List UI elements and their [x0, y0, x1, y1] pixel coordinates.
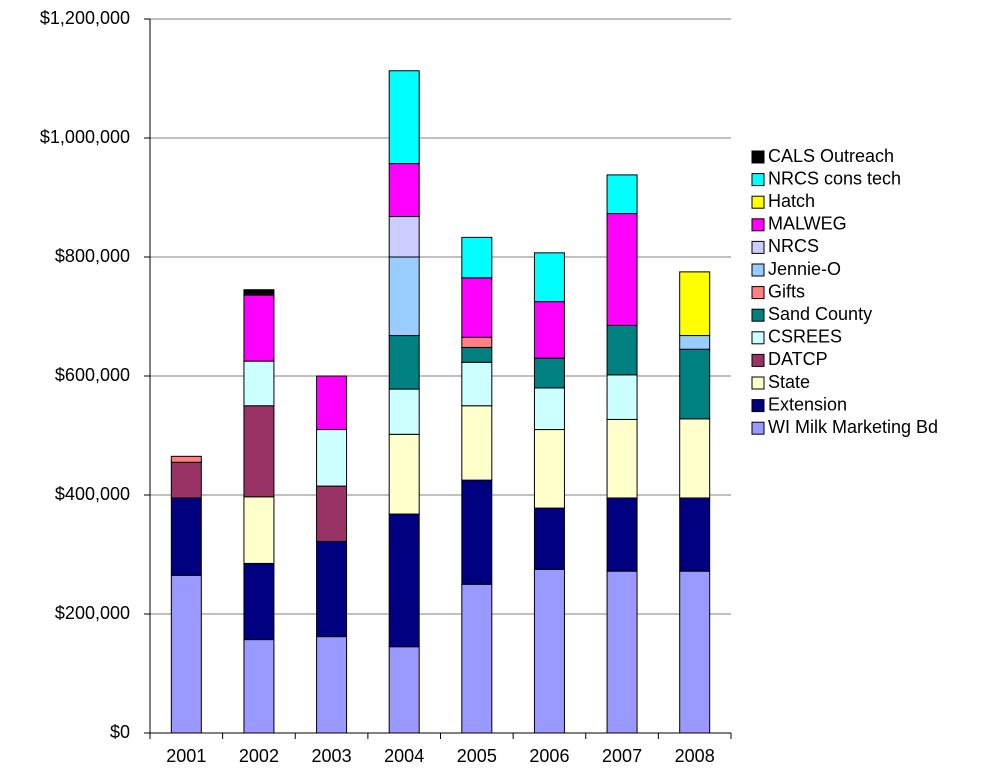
y-tick-label: $1,000,000	[40, 127, 130, 147]
bar-segment	[533, 252, 565, 303]
bar-segment	[679, 335, 711, 350]
legend-swatch	[751, 353, 765, 367]
bar-segment	[388, 388, 420, 435]
bar-segment	[243, 496, 275, 564]
legend-swatch	[751, 173, 765, 187]
y-tick-label: $600,000	[55, 365, 130, 385]
bar-segment	[388, 163, 420, 218]
x-tick-label: 2007	[602, 746, 642, 766]
bar-segment	[606, 418, 638, 499]
bar-segment	[679, 271, 711, 337]
bar-segment	[388, 646, 420, 734]
bar-segment	[316, 540, 348, 638]
legend-swatch	[751, 376, 765, 390]
legend-label: MALWEG	[768, 214, 847, 234]
bar-segment	[243, 294, 275, 362]
bar-segment	[388, 513, 420, 648]
legend-label: NRCS cons tech	[768, 168, 901, 188]
legend-swatch	[751, 286, 765, 300]
legend-label: DATCP	[768, 349, 828, 369]
x-tick-label: 2008	[675, 746, 715, 766]
bar-segment	[316, 485, 348, 542]
bar-segment	[606, 570, 638, 734]
y-tick-label: $0	[110, 722, 130, 742]
legend-swatch	[751, 331, 765, 345]
bar-segment	[679, 418, 711, 499]
bar-segment	[533, 357, 565, 389]
bar-segment	[170, 497, 202, 576]
bar-segment	[243, 405, 275, 498]
bar-segment	[461, 405, 493, 481]
bar-segment	[533, 507, 565, 570]
x-tick-label: 2003	[312, 746, 352, 766]
x-tick-label: 2004	[384, 746, 424, 766]
bar-segment	[388, 335, 420, 390]
legend-swatch	[751, 150, 765, 164]
bar-segment	[461, 346, 493, 363]
bar-segment	[679, 348, 711, 420]
bar-segment	[243, 639, 275, 734]
legend-label: CSREES	[768, 327, 842, 347]
bar-segment	[388, 256, 420, 337]
bar-segment	[606, 213, 638, 326]
bar-segment	[606, 174, 638, 215]
bar-segment	[606, 374, 638, 420]
x-tick-label: 2002	[239, 746, 279, 766]
bar-segment	[606, 324, 638, 376]
bar-segment	[170, 574, 202, 734]
legend-swatch	[751, 240, 765, 254]
legend-label: NRCS	[768, 236, 819, 256]
bar-segment	[243, 562, 275, 641]
legend-swatch	[751, 195, 765, 209]
legend-swatch	[751, 421, 765, 435]
bar-segment	[388, 216, 420, 258]
x-tick-label: 2001	[166, 746, 206, 766]
legend-label: State	[768, 372, 810, 392]
legend-label: CALS Outreach	[768, 146, 894, 166]
bar-segment	[533, 429, 565, 509]
bar-segment	[461, 479, 493, 585]
bar-segment	[170, 461, 202, 499]
legend-swatch	[751, 399, 765, 413]
y-tick-label: $200,000	[55, 603, 130, 623]
y-tick-label: $1,200,000	[40, 8, 130, 28]
bar-segment	[606, 497, 638, 572]
bar-segment	[243, 360, 275, 407]
bar-segment	[243, 289, 275, 296]
bar-segment	[461, 336, 493, 348]
bar-segment	[461, 236, 493, 279]
bar-segment	[533, 301, 565, 359]
legend-label: Jennie-O	[768, 259, 841, 279]
bar-segment	[461, 361, 493, 407]
bar-segment	[533, 568, 565, 734]
bar-segment	[316, 375, 348, 431]
x-tick-label: 2005	[457, 746, 497, 766]
bar-segment	[461, 277, 493, 338]
legend-label: Extension	[768, 394, 847, 414]
bar-segment	[533, 387, 565, 431]
legend-swatch	[751, 218, 765, 232]
bar-segment	[461, 583, 493, 734]
x-tick-label: 2006	[529, 746, 569, 766]
legend-swatch	[751, 263, 765, 277]
bar-segment	[679, 497, 711, 572]
bar-segment	[170, 455, 202, 463]
legend-label: Hatch	[768, 191, 815, 211]
legend-label: WI Milk Marketing Bd	[768, 417, 938, 437]
y-tick-label: $400,000	[55, 484, 130, 504]
legend-label: Gifts	[768, 281, 805, 301]
legend-swatch	[751, 308, 765, 322]
y-tick-label: $800,000	[55, 246, 130, 266]
bar-segment	[388, 70, 420, 165]
legend-label: Sand County	[768, 304, 872, 324]
bar-segment	[316, 636, 348, 734]
bar-segment	[388, 433, 420, 515]
bar-segment	[316, 429, 348, 487]
bar-segment	[679, 570, 711, 734]
